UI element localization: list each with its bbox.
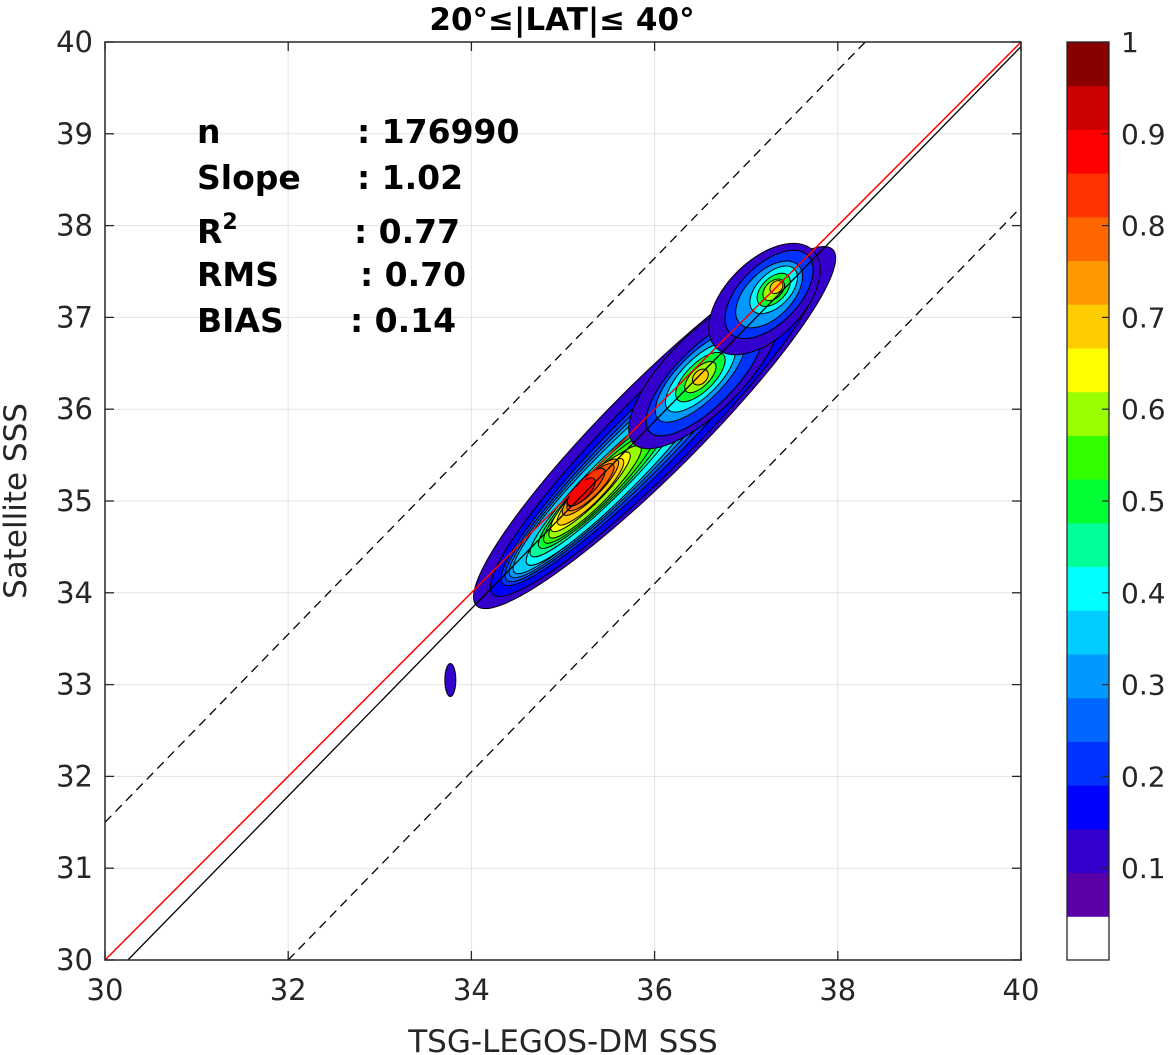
colorbar-segment — [1067, 216, 1109, 262]
colorbar-segment — [1067, 42, 1109, 87]
colorbar-segment — [1067, 435, 1109, 480]
x-tick-label: 36 — [636, 973, 673, 1007]
colorbar-segment — [1067, 522, 1109, 568]
contour-level-0.65 — [691, 368, 709, 386]
contour-level-0.85 — [566, 477, 596, 507]
reference-lines-group — [105, 42, 1021, 960]
colorbar-tick-label: 0.8 — [1121, 210, 1166, 243]
y-axis-label: Satellite SSS — [0, 403, 34, 599]
colorbar-segment — [1067, 785, 1109, 830]
y-tick-label: 40 — [56, 25, 93, 59]
colorbar-segment — [1067, 304, 1109, 349]
stat-value: : 1.02 — [357, 158, 463, 197]
x-tick-label: 32 — [270, 973, 307, 1007]
x-tick-label: 38 — [819, 973, 856, 1007]
stat-label-text: R — [197, 212, 222, 251]
stat-label: Slope — [197, 158, 301, 197]
regression-line — [105, 42, 1021, 960]
lower-bound-dashed-line — [287, 206, 1021, 960]
colorbar-tick-label: 0.4 — [1121, 577, 1166, 610]
x-tick-label: 40 — [1003, 973, 1040, 1007]
colorbar-segment — [1067, 566, 1109, 611]
contour-level-0.05 — [444, 662, 457, 698]
y-tick-label: 35 — [56, 484, 93, 518]
colorbar-tick-label: 0.6 — [1121, 393, 1166, 426]
x-tick-label: 30 — [87, 973, 124, 1007]
colorbar-segment — [1067, 391, 1109, 436]
stat-label-text: RMS — [197, 255, 279, 294]
statistics-box: n : 176990 Slope : 1.02 R2 : 0.77 RMS : 0.70 BIA… — [197, 112, 519, 340]
y-tick-label: 34 — [56, 576, 93, 610]
stat-label-text: Slope — [197, 158, 301, 197]
colorbar-segment — [1067, 654, 1109, 699]
colorbar-segment — [1067, 348, 1109, 393]
colorbar-segment — [1067, 129, 1109, 174]
colorbar-segment — [1067, 828, 1109, 874]
stat-value: : 0.14 — [350, 301, 456, 340]
colorbar-tick-label: 0.2 — [1121, 760, 1166, 793]
stat-label: BIAS — [197, 301, 284, 340]
y-tick-label: 33 — [56, 668, 93, 702]
colorbar-tick-label: 0.7 — [1121, 301, 1166, 334]
colorbar-tick-label: 0.9 — [1121, 118, 1166, 151]
y-tick-label: 31 — [56, 851, 93, 885]
chart-title: 20°≤|LAT|≤ 40° — [429, 2, 694, 38]
colorbar-tick-label: 0.5 — [1121, 485, 1166, 518]
stat-label: n — [197, 112, 221, 151]
colorbar-segment — [1067, 872, 1109, 917]
y-tick-label: 37 — [56, 300, 93, 334]
reference-lines — [105, 42, 1021, 960]
colorbar-tick-label: 1 — [1121, 26, 1139, 59]
colorbar-tick-label: 0.1 — [1121, 852, 1166, 885]
stat-value: : 0.77 — [354, 212, 460, 251]
stat-label: RMS — [197, 255, 279, 294]
density-contours — [444, 242, 837, 698]
y-tick-label: 32 — [56, 759, 93, 793]
plot-area: 30 32 34 36 38 40 30 31 32 33 34 35 36 37 38 39 40 — [56, 25, 1039, 1007]
colorbar-segment — [1067, 916, 1109, 961]
colorbar-segment — [1067, 610, 1109, 655]
colorbar-segment — [1067, 741, 1109, 786]
stat-value: : 0.70 — [360, 255, 466, 294]
stat-label-text: n — [197, 112, 221, 151]
stat-label-text: BIAS — [197, 301, 284, 340]
y-tick-label: 38 — [56, 209, 93, 243]
colorbar: 0.1 0.2 0.3 0.4 0.5 0.6 0.7 0.8 0.9 1 — [1066, 26, 1166, 961]
y-tick-label: 36 — [56, 392, 93, 426]
x-axis-label: TSG-LEGOS-DM SSS — [407, 1024, 717, 1055]
colorbar-tick-label: 0.3 — [1121, 669, 1166, 702]
colorbar-segment — [1067, 173, 1109, 218]
stat-value: : 176990 — [357, 112, 519, 151]
y-tick-label: 39 — [56, 117, 93, 151]
colorbar-segment — [1067, 260, 1109, 305]
colorbar-segment — [1067, 697, 1109, 742]
upper-bound-dashed-line — [105, 42, 866, 823]
stat-label-superscript: 2 — [222, 210, 237, 235]
colorbar-segment — [1067, 85, 1109, 130]
y-tick-label: 30 — [56, 943, 93, 977]
identity-line — [127, 46, 1021, 960]
stat-label: R2 — [197, 210, 238, 251]
x-tick-label: 34 — [453, 973, 490, 1007]
axis-ticks: 30 32 34 36 38 40 30 31 32 33 34 35 36 37 38 39 40 — [56, 25, 1039, 1007]
